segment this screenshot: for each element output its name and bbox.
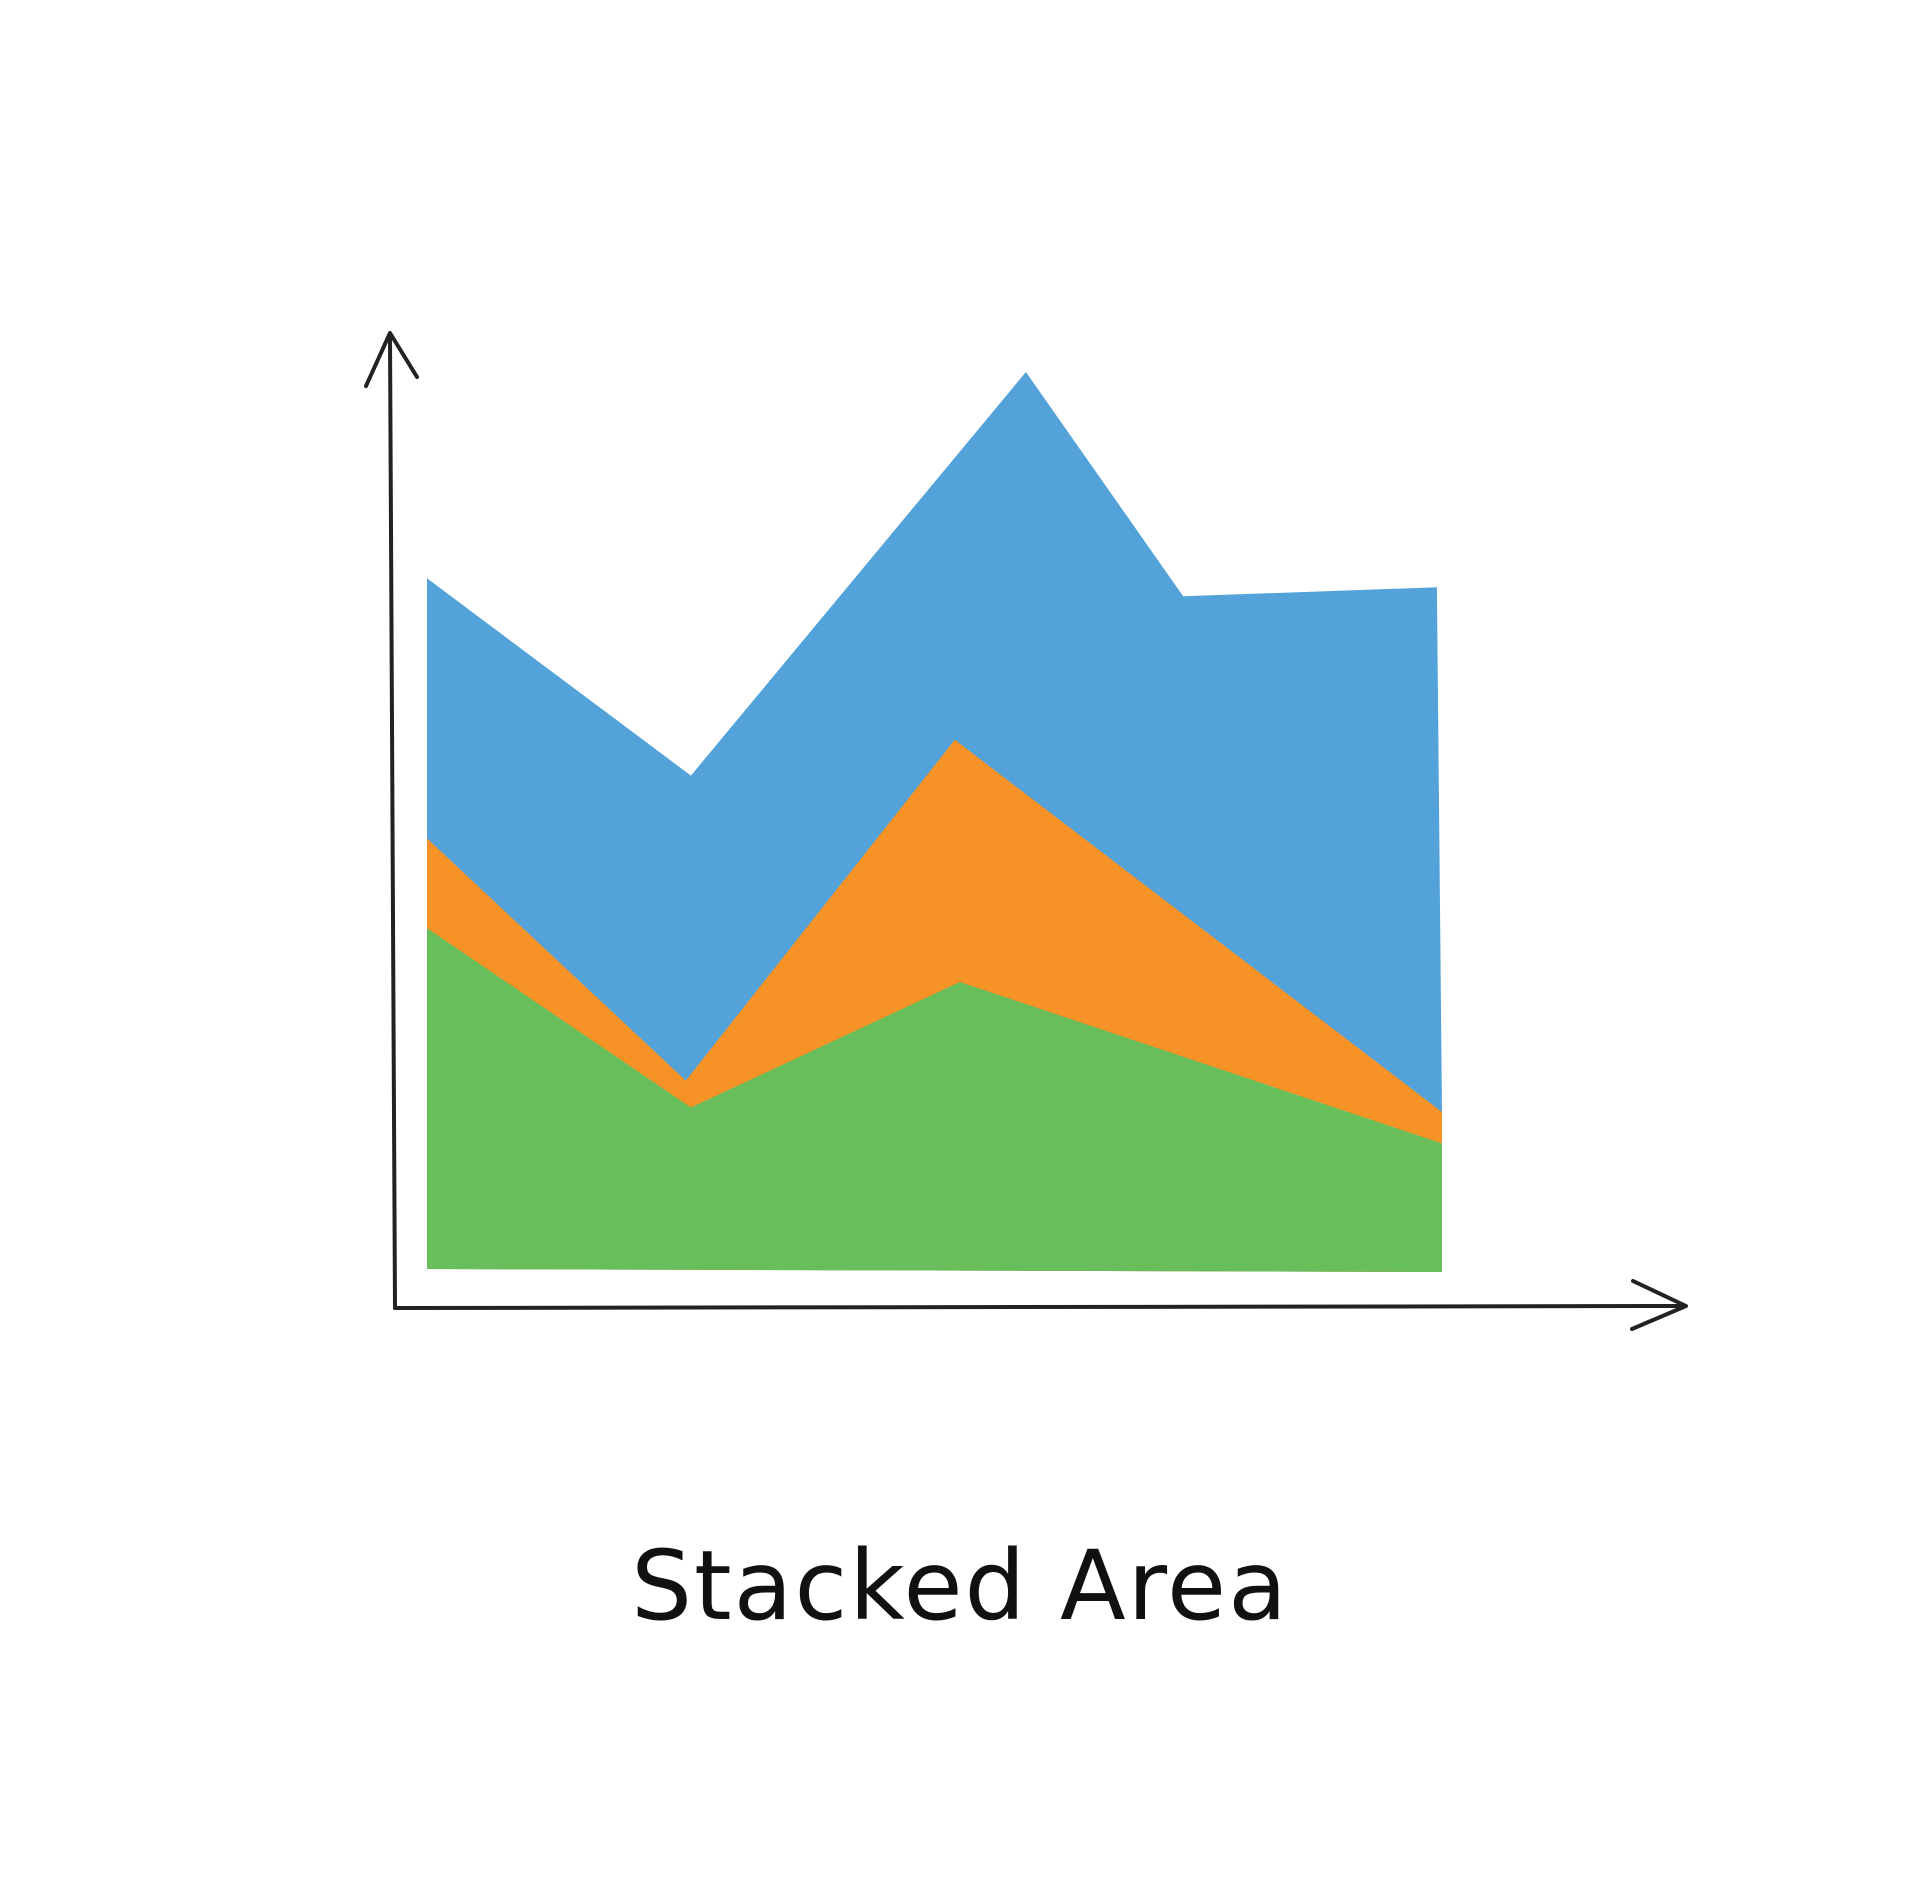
y-axis xyxy=(388,334,397,1310)
x-axis xyxy=(393,1304,1684,1310)
axes xyxy=(364,331,1688,1331)
y-axis-arrowhead xyxy=(364,331,419,388)
area-layers xyxy=(427,372,1442,1272)
chart-title: Stacked Area xyxy=(631,1530,1289,1642)
x-axis-arrowhead xyxy=(1630,1279,1688,1331)
area-layer-bottom xyxy=(427,928,1442,1272)
